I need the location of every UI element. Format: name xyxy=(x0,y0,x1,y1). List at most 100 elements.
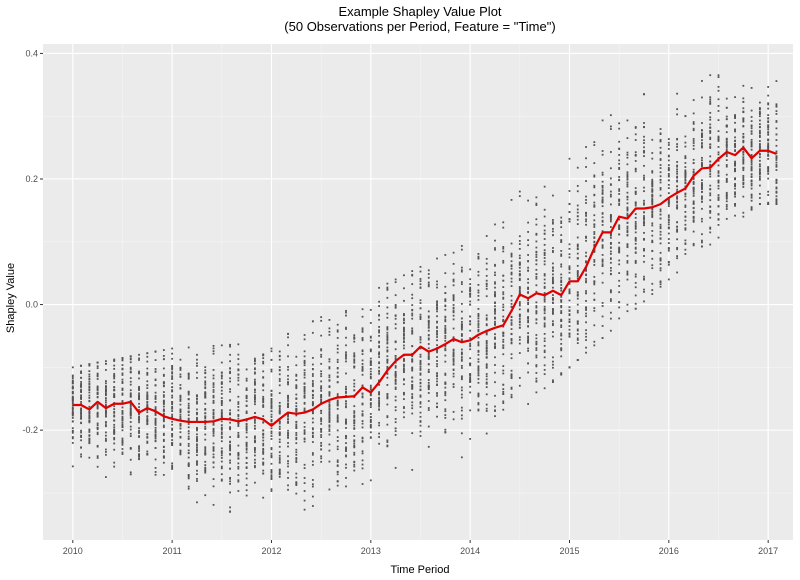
observation-point xyxy=(767,121,770,124)
observation-point xyxy=(543,229,546,232)
observation-point xyxy=(361,367,364,370)
observation-point xyxy=(585,292,587,295)
observation-point xyxy=(767,103,770,106)
observation-point xyxy=(758,197,761,199)
observation-point xyxy=(750,125,753,128)
observation-point xyxy=(237,435,240,438)
observation-point xyxy=(311,431,314,434)
observation-point xyxy=(71,397,74,400)
observation-point xyxy=(419,402,422,405)
observation-point xyxy=(535,218,538,221)
observation-point xyxy=(701,233,703,236)
observation-point xyxy=(667,179,670,182)
observation-point xyxy=(154,420,157,423)
observation-point xyxy=(353,365,356,368)
observation-point xyxy=(378,305,380,307)
observation-point xyxy=(510,396,513,398)
observation-point xyxy=(369,348,372,351)
observation-point xyxy=(353,415,356,417)
observation-point xyxy=(105,392,107,395)
observation-point xyxy=(220,452,223,455)
observation-point xyxy=(601,186,604,189)
observation-point xyxy=(121,359,124,362)
observation-point xyxy=(460,393,463,396)
observation-point xyxy=(436,339,438,342)
observation-point xyxy=(212,399,215,402)
observation-point xyxy=(585,339,587,341)
observation-point xyxy=(353,360,356,362)
observation-point xyxy=(427,409,430,411)
observation-point xyxy=(187,423,190,425)
observation-point xyxy=(469,286,472,289)
observation-point xyxy=(146,409,149,412)
observation-point xyxy=(560,284,563,286)
observation-point xyxy=(510,328,513,330)
observation-point xyxy=(88,382,91,385)
observation-point xyxy=(742,125,745,128)
observation-point xyxy=(676,229,679,232)
observation-point xyxy=(146,394,149,397)
observation-point xyxy=(262,360,265,363)
observation-point xyxy=(725,193,728,196)
observation-point xyxy=(129,380,132,383)
plot-panel xyxy=(43,44,793,540)
observation-point xyxy=(494,271,496,274)
observation-point xyxy=(601,325,604,327)
observation-point xyxy=(245,379,248,382)
observation-point xyxy=(460,359,463,362)
observation-point xyxy=(204,469,207,472)
observation-point xyxy=(767,94,770,97)
observation-point xyxy=(154,447,157,449)
observation-point xyxy=(320,460,323,463)
observation-point xyxy=(328,430,331,432)
observation-point xyxy=(667,227,670,230)
observation-point xyxy=(643,255,645,257)
observation-point xyxy=(245,419,248,422)
observation-point xyxy=(187,475,190,478)
observation-point xyxy=(568,288,571,291)
observation-point xyxy=(162,438,165,441)
observation-point xyxy=(220,413,223,416)
observation-point xyxy=(494,247,496,249)
observation-point xyxy=(386,376,389,379)
observation-point xyxy=(419,415,422,418)
observation-point xyxy=(419,435,422,437)
observation-point xyxy=(734,140,736,142)
observation-point xyxy=(295,483,298,485)
observation-point xyxy=(71,385,74,388)
observation-point xyxy=(278,422,281,425)
observation-point xyxy=(394,317,397,320)
observation-point xyxy=(113,438,116,441)
observation-point xyxy=(659,223,662,226)
observation-point xyxy=(626,214,629,217)
observation-point xyxy=(369,362,372,365)
observation-point xyxy=(146,417,149,420)
observation-point xyxy=(80,455,82,458)
observation-point xyxy=(96,365,99,368)
observation-point xyxy=(270,420,273,422)
observation-point xyxy=(568,291,571,293)
observation-point xyxy=(750,182,753,185)
observation-point xyxy=(328,391,331,393)
observation-point xyxy=(278,451,281,454)
observation-point xyxy=(345,449,347,452)
observation-point xyxy=(701,217,703,220)
observation-point xyxy=(626,261,629,264)
observation-point xyxy=(80,394,82,397)
observation-point xyxy=(775,191,778,194)
observation-point xyxy=(502,353,505,356)
observation-point xyxy=(576,257,579,260)
y-tick-label: 0.2 xyxy=(25,174,38,184)
observation-point xyxy=(676,188,679,191)
observation-point xyxy=(585,315,587,318)
observation-point xyxy=(278,441,281,443)
observation-point xyxy=(361,368,364,371)
observation-point xyxy=(336,367,339,370)
observation-point xyxy=(254,424,256,427)
observation-point xyxy=(510,386,513,389)
observation-point xyxy=(303,359,306,362)
observation-point xyxy=(403,367,405,370)
observation-point xyxy=(328,405,331,407)
observation-point xyxy=(96,426,99,429)
observation-point xyxy=(436,394,438,397)
